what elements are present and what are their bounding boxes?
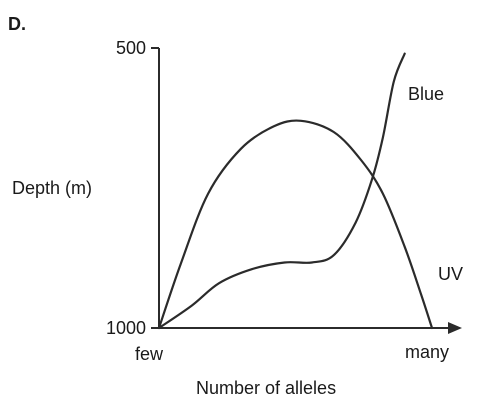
x-tick-label-few: few bbox=[135, 344, 164, 364]
series-label-blue: Blue bbox=[408, 84, 444, 104]
series-line-blue bbox=[157, 52, 406, 330]
y-tick-label-500: 500 bbox=[116, 38, 146, 58]
series-line-uv bbox=[157, 119, 434, 330]
panel-label: D. bbox=[8, 14, 26, 34]
series-label-uv: UV bbox=[438, 264, 463, 284]
x-tick-label-many: many bbox=[405, 342, 449, 362]
y-tick-label-1000: 1000 bbox=[106, 318, 146, 338]
x-axis-arrow bbox=[448, 322, 462, 334]
x-axis-label: Number of alleles bbox=[196, 378, 336, 398]
y-axis-label: Depth (m) bbox=[12, 178, 92, 198]
